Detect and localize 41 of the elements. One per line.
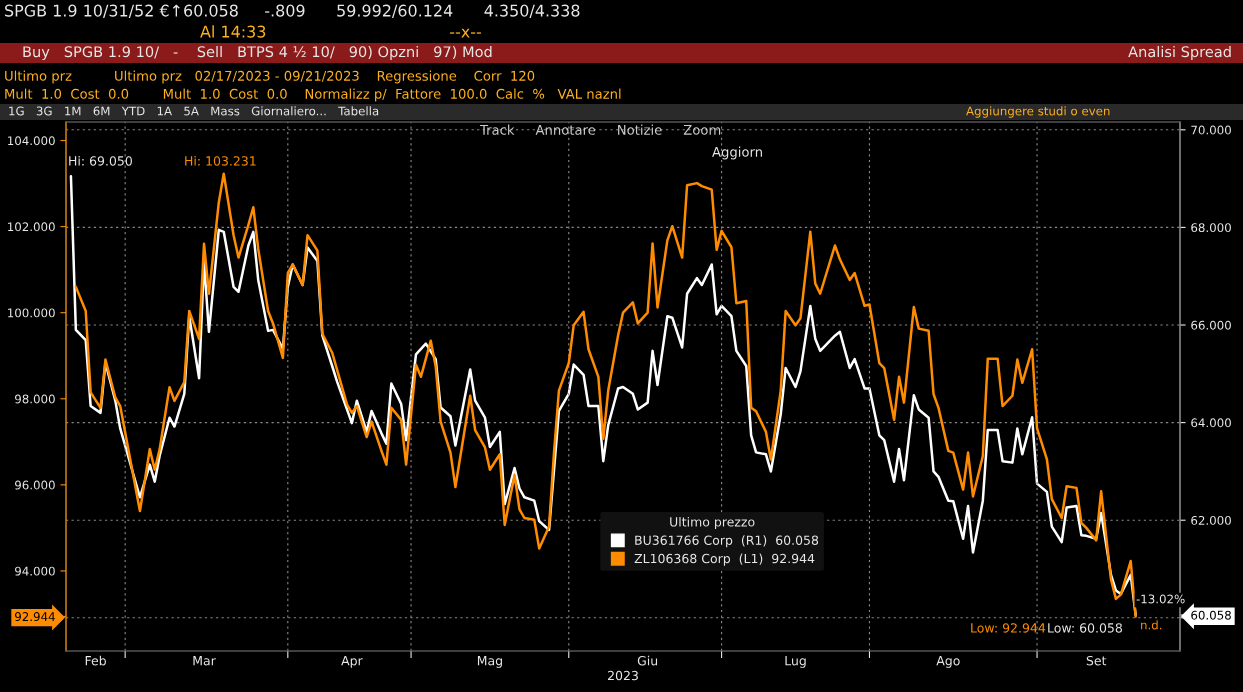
annotation: -13.02% bbox=[1136, 594, 1185, 604]
y2-tick-label: 60.058 bbox=[1191, 610, 1231, 620]
x-tick-label: Ago bbox=[936, 656, 960, 668]
x-tick-label: Apr bbox=[341, 656, 363, 668]
y-tick-label: 104.000 bbox=[8, 136, 55, 146]
text: Mult 1.0 Cost 0.0 Mult 1.0 Cost 0.0 Normalizz p/ Fattore 100.0 Calc % VAL naznl bbox=[5, 88, 621, 102]
text: Aggiungere studi o even bbox=[966, 106, 1110, 118]
y2-tick-label: 64.000 bbox=[1191, 418, 1231, 428]
y2-tick-label: 66.000 bbox=[1191, 320, 1231, 330]
y-tick-label: 102.000 bbox=[8, 222, 55, 232]
y-tick-label: 96.000 bbox=[15, 480, 55, 490]
x-tick-label: Giu bbox=[637, 655, 658, 666]
x-tick-label: Mag bbox=[477, 656, 502, 668]
text: Buy SPGB 1.9 10/ - Sell BTPS 4 ½ 10/ 90) Opzni 97) Mod bbox=[23, 45, 492, 61]
annotation: Hi: 69.050 bbox=[69, 155, 132, 166]
y2-tick-label: 70.000 bbox=[1191, 125, 1231, 135]
text: Ultimo prz Ultimo prz 02/17/2023 - 09/21/2023 Regressione Corr 120 bbox=[5, 70, 535, 84]
text: Analisi Spread bbox=[1128, 45, 1231, 61]
y2-tick-label: 62.000 bbox=[1191, 515, 1231, 525]
y-tick-label: 100.000 bbox=[8, 308, 55, 318]
annotation: Hi: 103.231 bbox=[185, 155, 256, 166]
legend-label: BU361766 Corp (R1) 60.058 bbox=[635, 535, 819, 548]
annotation: Low: 60.058 bbox=[1048, 623, 1122, 633]
annotation: n.d. bbox=[1141, 620, 1162, 630]
annotation: Low: 92.944 bbox=[971, 623, 1046, 633]
x-tick-label: Feb bbox=[85, 655, 106, 666]
x-tick-label: Lug bbox=[785, 656, 806, 668]
text: 1G 3G 1M 6M YTD 1A 5A Mass Giornaliero... Tabella bbox=[9, 106, 379, 116]
legend-title: Ultimo prezzo bbox=[670, 516, 755, 529]
y-tick-label: 92.944 bbox=[15, 612, 55, 622]
annotation: Aggiorn bbox=[712, 146, 762, 160]
x-tick-label: Mar bbox=[193, 656, 216, 666]
text: Al 14:33 --x-- bbox=[200, 25, 481, 38]
annotation: Track Annotare Notizie Zoom bbox=[479, 124, 721, 135]
legend-label: ZL106368 Corp (L1) 92.944 bbox=[634, 553, 815, 566]
y-tick-label: 98.000 bbox=[15, 394, 55, 404]
text: SPGB 1.9 10/31/52 €↑60.058 -.809 59.992/60.124 4.350/4.338 bbox=[5, 4, 580, 18]
x-axis-title: 2023 bbox=[608, 670, 638, 681]
y2-tick-label: 68.000 bbox=[1191, 223, 1231, 233]
y-tick-label: 94.000 bbox=[15, 566, 55, 576]
x-tick-label: Set bbox=[1086, 655, 1107, 666]
